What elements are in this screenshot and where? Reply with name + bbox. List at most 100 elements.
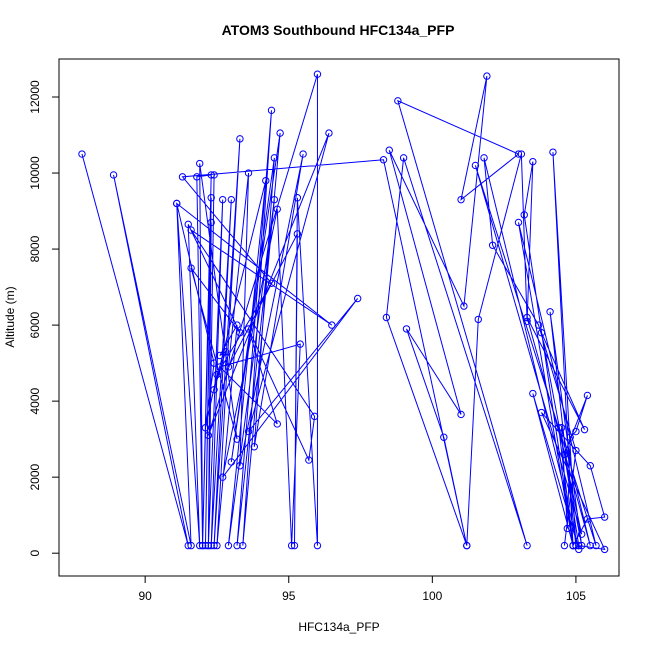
data-point xyxy=(534,321,543,329)
data-point xyxy=(523,317,531,325)
data-point xyxy=(187,226,195,234)
data-point xyxy=(313,70,322,78)
data-point xyxy=(196,541,204,550)
data-point xyxy=(305,456,313,464)
data-point xyxy=(514,150,523,158)
data-point xyxy=(471,161,480,170)
y-axis-label: Altitude (m) xyxy=(3,286,17,347)
data-point xyxy=(549,148,557,156)
data-point xyxy=(273,420,281,428)
data-point xyxy=(296,340,304,348)
data-point xyxy=(580,425,589,434)
data-point xyxy=(78,150,86,158)
data-point xyxy=(514,218,523,227)
y-tick-label: 8000 xyxy=(28,235,42,262)
data-point xyxy=(440,433,448,441)
data-point xyxy=(109,171,118,179)
data-point xyxy=(210,359,218,367)
data-point xyxy=(218,473,227,481)
data-point xyxy=(575,541,583,550)
data-point xyxy=(193,173,201,181)
data-point xyxy=(201,424,210,432)
data-point xyxy=(520,211,528,219)
data-point xyxy=(236,462,244,470)
data-point xyxy=(224,541,233,550)
data-point xyxy=(273,205,281,213)
data-point xyxy=(546,308,554,316)
data-point xyxy=(184,541,192,550)
data-point xyxy=(267,106,276,115)
data-point xyxy=(293,194,302,202)
x-axis-label: HFC134a_PFP xyxy=(298,620,379,634)
data-point xyxy=(207,171,215,179)
chart-title: ATOM3 Southbound HFC134a_PFP xyxy=(222,22,455,38)
data-point xyxy=(563,524,572,533)
x-tick-label: 100 xyxy=(422,589,442,603)
data-point xyxy=(560,541,569,550)
data-point xyxy=(233,541,241,550)
y-tick-label: 6000 xyxy=(28,311,42,338)
data-point xyxy=(204,541,213,550)
data-point xyxy=(270,154,279,162)
data-point xyxy=(262,176,270,185)
data-point xyxy=(270,195,279,204)
data-point xyxy=(379,156,388,164)
data-point xyxy=(325,129,333,137)
data-point xyxy=(287,541,296,550)
y-axis: 0 2000 4000 6000 8000 10000 12000 xyxy=(28,80,60,557)
data-point xyxy=(187,541,195,550)
data-point xyxy=(583,515,592,523)
data-point xyxy=(488,241,497,249)
data-point xyxy=(394,97,402,105)
data-point xyxy=(187,264,195,272)
data-point xyxy=(554,424,563,432)
data-point xyxy=(250,443,258,451)
data-point xyxy=(537,408,546,417)
data-point xyxy=(529,157,537,166)
data-point xyxy=(483,72,491,80)
data-point xyxy=(210,386,218,394)
data-point xyxy=(244,325,253,333)
data-point xyxy=(457,410,465,419)
y-tick-label: 10000 xyxy=(28,156,42,190)
x-tick-label: 90 xyxy=(138,589,152,603)
data-point xyxy=(207,218,215,227)
data-point xyxy=(310,412,319,421)
data-point xyxy=(233,321,241,329)
data-point xyxy=(572,427,580,436)
data-point xyxy=(198,541,207,550)
data-point xyxy=(227,458,236,466)
data-point xyxy=(276,129,284,137)
data-point xyxy=(517,150,526,158)
data-point xyxy=(480,154,488,162)
data-point xyxy=(460,302,468,310)
x-axis: 90 95 100 105 xyxy=(138,575,586,603)
data-point xyxy=(216,363,224,371)
y-tick-label: 12000 xyxy=(28,80,42,114)
data-point xyxy=(216,351,224,360)
data-point xyxy=(529,389,537,398)
data-point xyxy=(586,541,594,550)
data-point xyxy=(572,446,580,455)
data-point xyxy=(557,424,566,432)
data-point xyxy=(523,313,531,322)
x-tick-label: 95 xyxy=(282,589,296,603)
data-point xyxy=(201,541,210,550)
data-point xyxy=(474,315,482,324)
data-point xyxy=(173,199,181,208)
data-point xyxy=(328,321,336,329)
data-point xyxy=(353,294,362,303)
series-line xyxy=(81,74,606,551)
data-point xyxy=(184,220,192,229)
data-point xyxy=(313,541,322,550)
data-point xyxy=(244,427,253,436)
data-point xyxy=(560,450,569,459)
data-point xyxy=(457,195,465,204)
data-point xyxy=(227,195,236,204)
data-point xyxy=(236,329,244,337)
y-tick-label: 0 xyxy=(28,550,42,557)
data-point xyxy=(213,541,221,550)
data-point xyxy=(210,541,218,550)
data-point xyxy=(577,530,586,538)
data-point xyxy=(178,173,187,181)
